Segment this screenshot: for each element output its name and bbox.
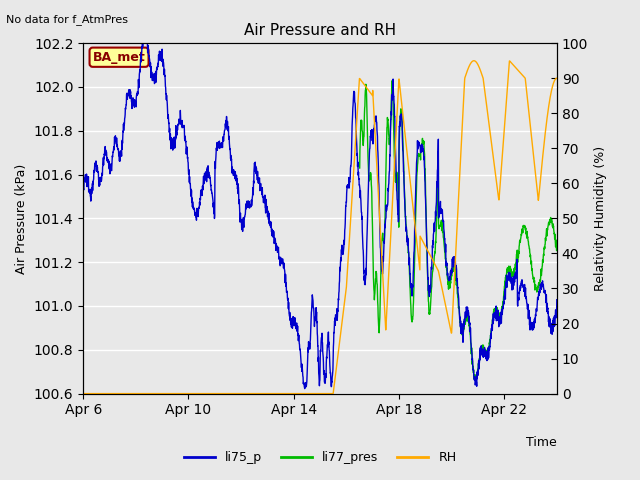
Legend: li75_p, li77_pres, RH: li75_p, li77_pres, RH	[179, 446, 461, 469]
Text: BA_met: BA_met	[93, 51, 145, 64]
Text: No data for f_AtmPres: No data for f_AtmPres	[6, 14, 129, 25]
Y-axis label: Relativity Humidity (%): Relativity Humidity (%)	[593, 146, 607, 291]
Text: Time: Time	[526, 436, 557, 449]
Y-axis label: Air Pressure (kPa): Air Pressure (kPa)	[15, 163, 28, 274]
Title: Air Pressure and RH: Air Pressure and RH	[244, 23, 396, 38]
